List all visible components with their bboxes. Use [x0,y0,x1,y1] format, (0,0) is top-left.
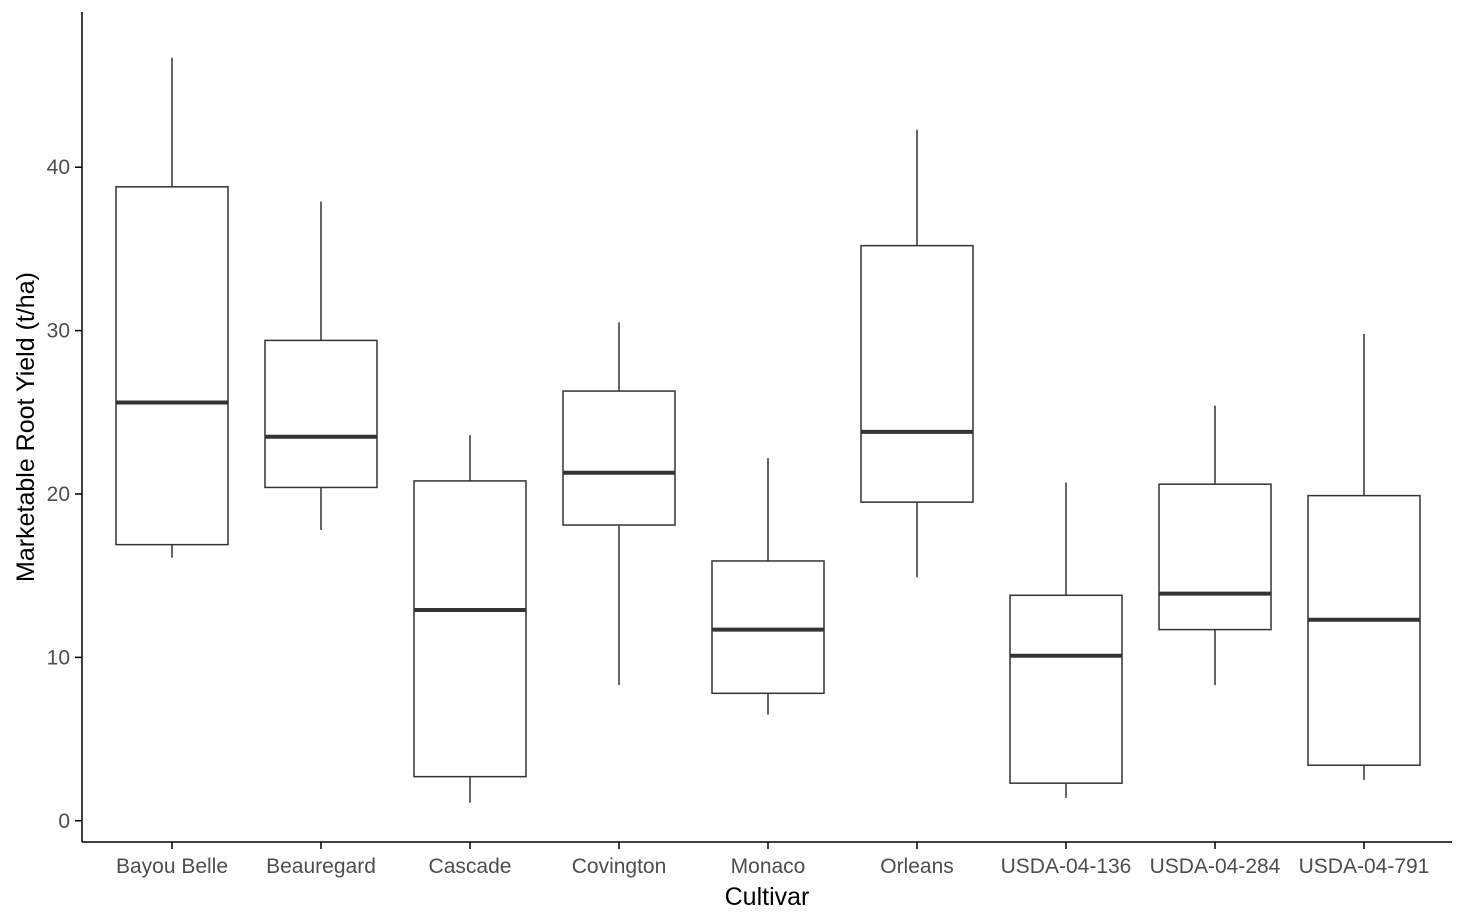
iqr-box [1158,483,1272,631]
box-group-usda-04-136 [1009,482,1123,798]
x-tick-label: Monaco [731,855,806,878]
y-tick-label: 10 [47,646,70,669]
iqr-box [711,560,825,695]
box-group-beauregard [264,201,378,530]
box-group-orleans [860,129,974,578]
axis-ticks: 0 10 20 30 40 Bayou Belle Beauregard Cascade Cov… [47,156,1430,878]
x-tick-label: Orleans [880,855,954,878]
y-tick-label: 30 [47,320,70,343]
x-tick-label: Beauregard [266,855,376,878]
x-tick-label: Bayou Belle [116,855,228,878]
x-tick-label: USDA-04-791 [1299,855,1430,878]
iqr-box [860,244,974,503]
box-group-cascade [413,435,527,803]
iqr-box [115,186,229,546]
x-tick-label: USDA-04-284 [1150,855,1281,878]
axes [81,12,1452,843]
iqr-box [413,480,527,778]
iqr-box [1307,494,1421,766]
iqr-box [264,339,378,489]
y-tick-label: 20 [47,483,70,506]
box-group-usda-04-791 [1307,333,1421,780]
y-tick-label: 40 [47,156,70,179]
x-tick-label: Cascade [429,855,512,878]
box-group-bayou-belle [115,57,229,558]
box-group-covington [562,322,676,686]
x-tick-label: Covington [572,855,667,878]
iqr-box [562,390,676,526]
box-group-monaco [711,458,825,715]
box-group-usda-04-284 [1158,405,1272,686]
y-axis-title: Marketable Root Yield (t/ha) [12,272,40,582]
iqr-box [1009,594,1123,784]
x-tick-label: USDA-04-136 [1001,855,1132,878]
y-tick-label: 0 [58,810,70,833]
x-axis-title: Cultivar [725,883,810,911]
plot-area [115,57,1421,803]
